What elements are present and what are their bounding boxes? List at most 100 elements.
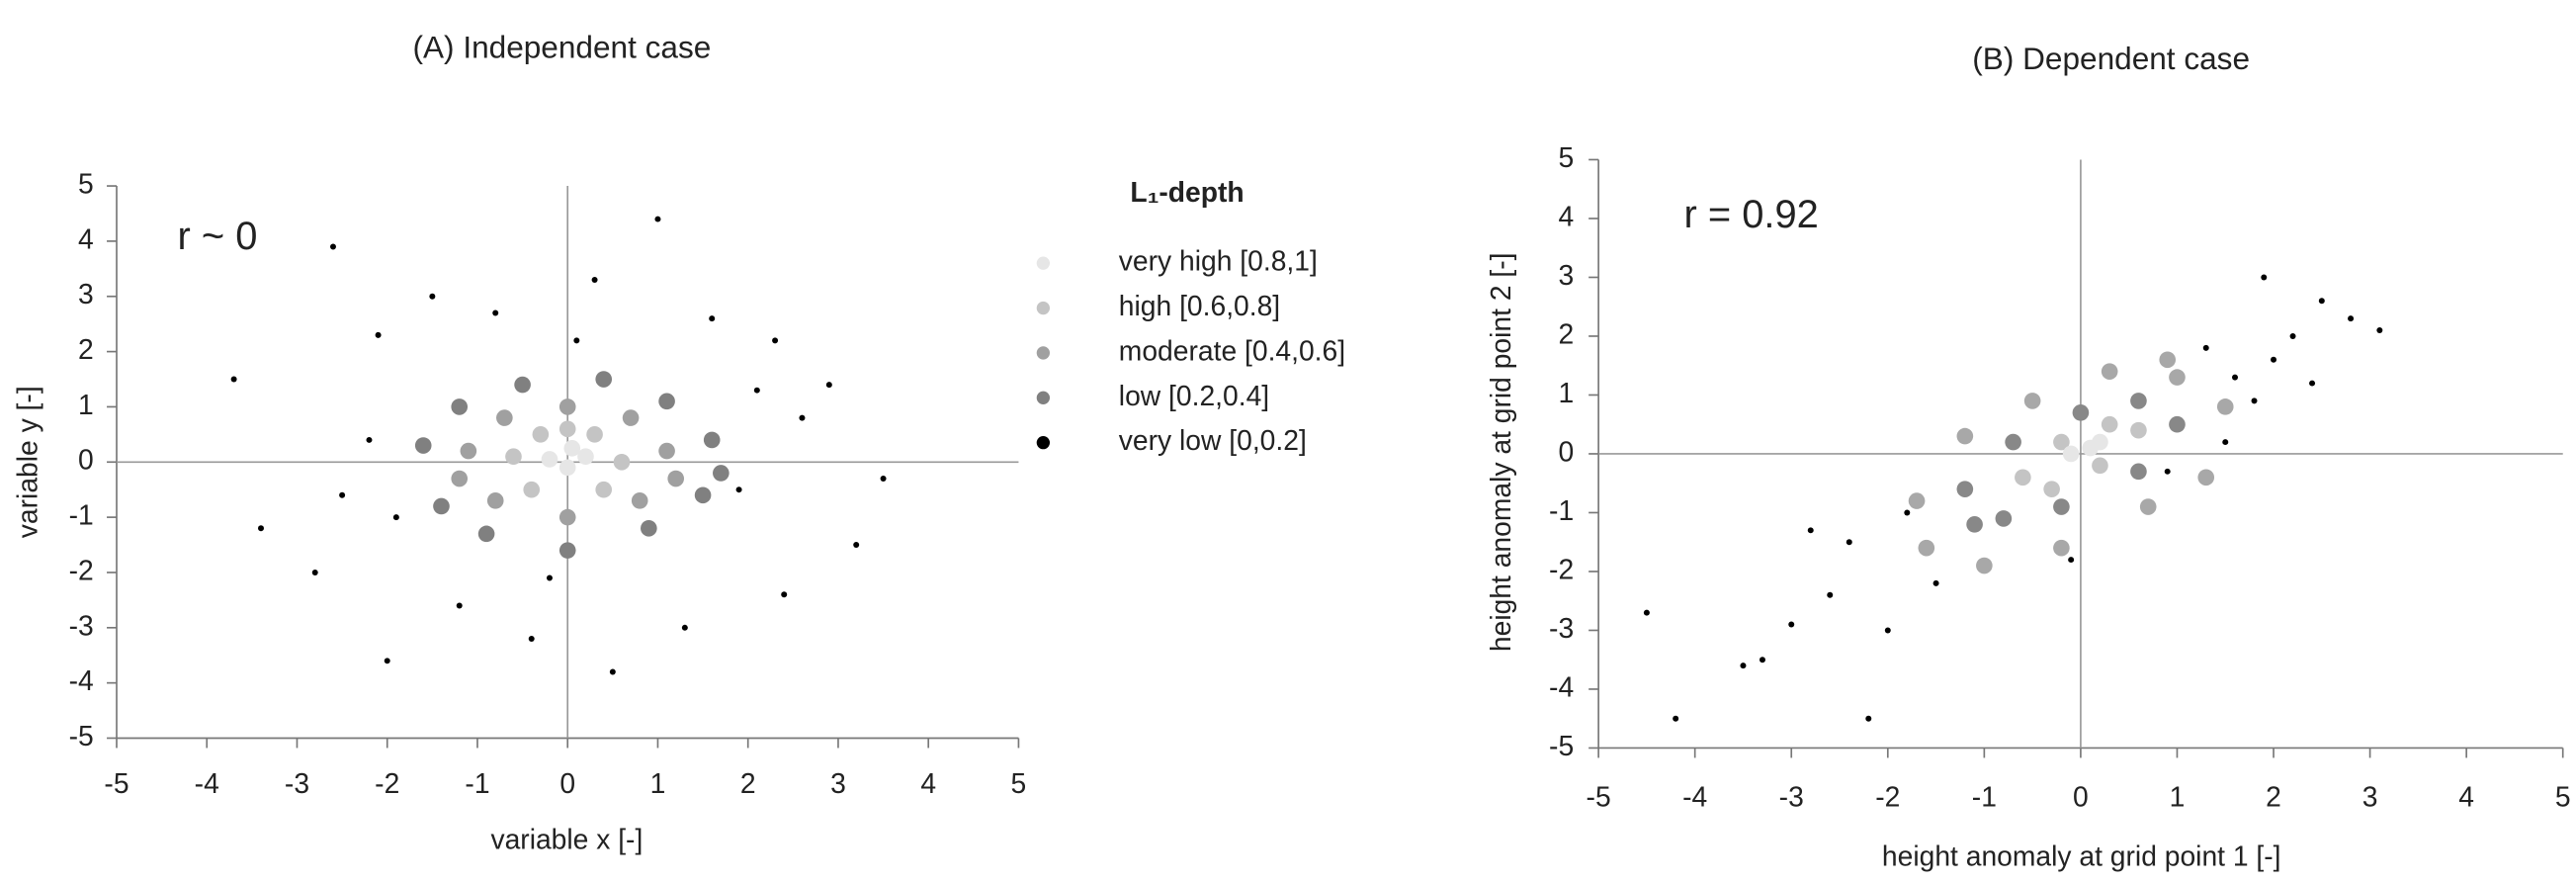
point [2015, 469, 2031, 486]
point [339, 491, 346, 498]
point [532, 426, 550, 443]
legend-marker [1036, 346, 1051, 360]
point [558, 398, 576, 415]
point [772, 337, 779, 344]
point [880, 476, 887, 483]
point [1932, 579, 1939, 586]
x-tick-label: 1 [650, 767, 666, 799]
point [1908, 492, 1926, 509]
x-tick-label: 5 [1011, 767, 1027, 799]
y-tick-label: -1 [1549, 494, 1574, 526]
legend-marker [1036, 436, 1051, 450]
point [558, 420, 576, 438]
point [1956, 481, 1974, 497]
point [681, 624, 688, 631]
y-tick-label: -5 [69, 720, 94, 751]
point [2072, 404, 2090, 421]
y-axis-label: variable y [-] [11, 386, 43, 538]
point [2159, 351, 2177, 369]
x-tick-label: 3 [2362, 780, 2378, 812]
y-tick-label: -4 [1549, 670, 1574, 702]
point [311, 569, 318, 575]
x-tick-label: 4 [2458, 780, 2474, 812]
y-axis-label: height anomaly at grid point 2 [-] [1485, 253, 1516, 653]
y-tick-label: -1 [69, 499, 94, 531]
point [2289, 332, 2296, 339]
point [2023, 393, 2041, 409]
point [230, 376, 237, 383]
point [1918, 539, 1935, 557]
x-tick-label: 5 [2555, 780, 2571, 812]
x-tick-label: 4 [920, 767, 936, 799]
y-tick-label: -2 [69, 554, 94, 585]
point [703, 431, 721, 449]
point [1846, 539, 1852, 546]
chart-title: (B) Dependent case [1972, 41, 2250, 76]
x-tick-label: -2 [375, 767, 399, 799]
point [2139, 498, 2157, 515]
x-tick-label: 2 [2266, 780, 2281, 812]
point [2222, 439, 2229, 446]
point [2348, 315, 2355, 322]
point [735, 486, 742, 493]
y-tick-label: 0 [78, 444, 94, 476]
point [2130, 393, 2147, 409]
point [2169, 415, 2186, 433]
point [1643, 609, 1650, 616]
point [2101, 363, 2118, 380]
x-tick-label: -3 [1779, 780, 1804, 812]
y-tick-label: 2 [78, 333, 94, 365]
point [456, 602, 463, 609]
point [753, 387, 760, 394]
point [1673, 715, 1679, 722]
y-tick-label: 1 [78, 389, 94, 420]
y-tick-label: 5 [78, 168, 94, 200]
point [496, 409, 513, 426]
x-tick-label: -2 [1875, 780, 1900, 812]
point [329, 243, 336, 250]
point [1827, 591, 1834, 598]
point [2164, 468, 2171, 475]
annotation: r ~ 0 [177, 215, 257, 258]
point [460, 442, 477, 460]
point [694, 486, 712, 504]
point [1759, 657, 1765, 663]
point [641, 519, 657, 537]
point [558, 459, 576, 477]
y-tick-label: -4 [69, 664, 94, 696]
x-tick-label: -1 [465, 767, 489, 799]
point [375, 331, 382, 338]
y-tick-label: -3 [69, 609, 94, 641]
y-tick-label: 3 [78, 278, 94, 309]
point [2062, 445, 2080, 463]
legend-label: high [0.6,0.8] [1119, 290, 1280, 321]
point [492, 309, 499, 316]
y-tick-label: 0 [1558, 435, 1574, 467]
point [2169, 369, 2186, 386]
point [541, 451, 558, 468]
point [595, 371, 613, 388]
point [429, 293, 436, 300]
point [546, 574, 553, 581]
y-tick-label: -5 [1549, 730, 1574, 761]
point [2251, 397, 2258, 404]
legend-marker [1036, 256, 1051, 270]
point [2197, 469, 2215, 486]
y-tick-label: 4 [1558, 200, 1574, 231]
x-tick-label: 3 [830, 767, 846, 799]
legend-marker [1036, 391, 1051, 404]
x-axis-label: height anomaly at grid point 1 [-] [1882, 839, 2281, 871]
point [528, 635, 535, 642]
point [1807, 527, 1814, 534]
point [2376, 327, 2383, 334]
point [658, 442, 675, 460]
legend-marker [1036, 301, 1051, 315]
point [654, 216, 661, 222]
point [2130, 421, 2147, 439]
point [2068, 557, 2075, 564]
point [573, 337, 580, 344]
point [1976, 557, 1993, 574]
legend-label: low [0.2,0.4] [1119, 380, 1269, 411]
point [2202, 344, 2209, 351]
point [713, 465, 730, 482]
